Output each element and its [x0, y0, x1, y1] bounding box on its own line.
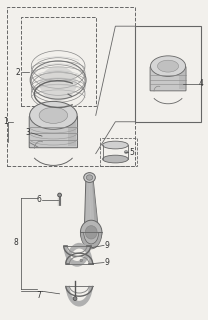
FancyBboxPatch shape — [150, 67, 186, 91]
Ellipse shape — [40, 66, 77, 101]
Ellipse shape — [103, 155, 128, 163]
Ellipse shape — [80, 259, 83, 262]
Polygon shape — [92, 181, 98, 228]
Ellipse shape — [86, 175, 93, 180]
FancyBboxPatch shape — [29, 116, 78, 148]
Ellipse shape — [84, 172, 95, 182]
Text: 4: 4 — [198, 79, 203, 88]
Ellipse shape — [58, 193, 61, 197]
Wedge shape — [66, 243, 93, 264]
Text: 8: 8 — [14, 238, 19, 247]
Ellipse shape — [73, 297, 77, 300]
Ellipse shape — [39, 107, 68, 124]
Bar — [100, 138, 137, 166]
Bar — [179, 68, 185, 89]
Wedge shape — [66, 286, 93, 307]
Wedge shape — [80, 232, 102, 249]
Ellipse shape — [157, 60, 179, 72]
Ellipse shape — [124, 151, 128, 154]
Ellipse shape — [85, 226, 97, 239]
Bar — [68, 118, 76, 146]
Ellipse shape — [30, 101, 77, 129]
Ellipse shape — [103, 141, 128, 149]
Text: 3: 3 — [25, 128, 30, 137]
Text: 6: 6 — [36, 195, 41, 204]
Text: 9: 9 — [105, 258, 110, 267]
Text: 5: 5 — [129, 148, 134, 156]
Text: 9: 9 — [105, 241, 110, 250]
Ellipse shape — [80, 220, 102, 244]
Wedge shape — [64, 246, 90, 267]
Polygon shape — [84, 181, 98, 228]
Bar — [135, 26, 201, 122]
Text: 1: 1 — [3, 117, 8, 126]
Ellipse shape — [150, 56, 186, 76]
Bar — [7, 7, 135, 166]
Text: 2: 2 — [16, 68, 21, 77]
Bar — [21, 17, 96, 106]
Text: 7: 7 — [36, 291, 41, 300]
